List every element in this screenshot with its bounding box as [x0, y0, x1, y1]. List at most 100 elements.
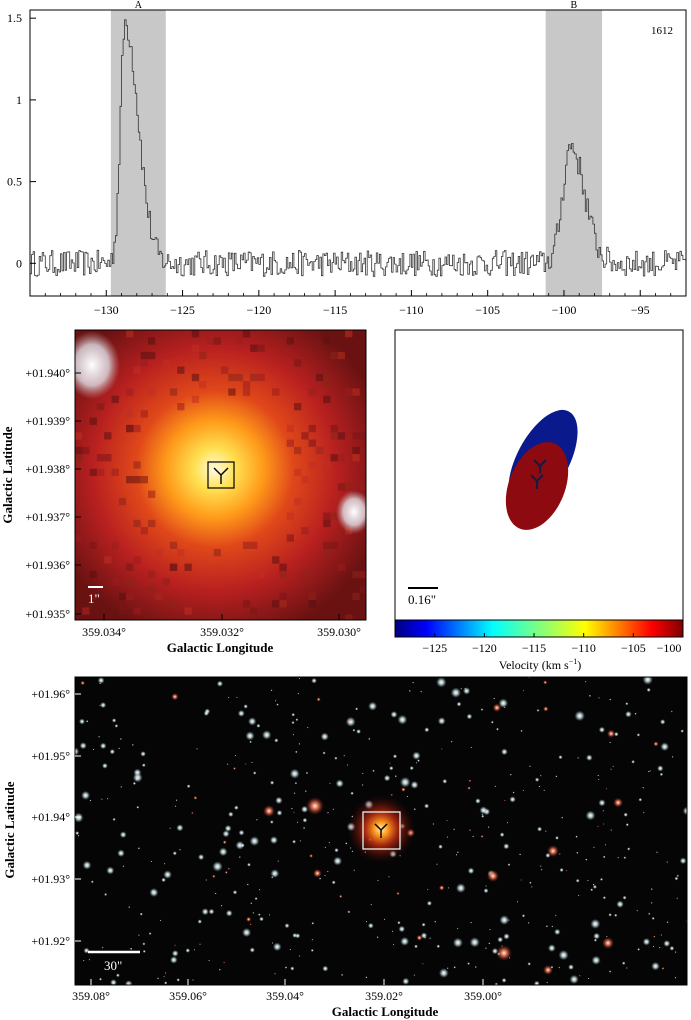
- y-tick-label: +01.96°: [31, 687, 70, 701]
- star: [501, 977, 507, 983]
- star: [118, 747, 120, 750]
- star: [289, 768, 300, 779]
- star: [313, 868, 322, 878]
- star: [609, 698, 612, 701]
- star: [408, 689, 411, 692]
- pixel: [337, 432, 346, 440]
- pixel: [148, 519, 156, 528]
- pixel: [104, 556, 112, 564]
- star: [442, 778, 448, 784]
- star: [343, 754, 346, 757]
- star: [174, 944, 176, 946]
- pixel: [155, 592, 163, 601]
- star: [597, 825, 599, 828]
- pixel: [352, 446, 360, 455]
- star: [509, 773, 512, 776]
- star: [150, 860, 153, 863]
- x-tick-label: −110: [399, 303, 423, 317]
- star: [392, 754, 398, 759]
- star: [398, 925, 406, 933]
- star: [516, 901, 519, 903]
- star: [643, 811, 645, 814]
- pixel: [250, 344, 258, 352]
- star: [294, 782, 298, 785]
- star: [608, 913, 612, 917]
- star: [291, 807, 293, 810]
- pixel: [96, 468, 105, 476]
- star: [149, 888, 159, 897]
- pixel: [359, 570, 366, 579]
- star: [598, 799, 606, 807]
- star: [602, 855, 606, 859]
- star: [270, 689, 273, 692]
- pixel: [337, 454, 346, 462]
- star: [291, 721, 295, 725]
- star: [600, 877, 603, 881]
- star: [163, 975, 165, 978]
- star: [555, 836, 559, 840]
- star: [164, 972, 167, 974]
- pixel: [75, 556, 83, 564]
- star: [355, 707, 359, 711]
- x-tick-label: −95: [631, 303, 650, 317]
- star: [331, 880, 336, 885]
- star: [617, 856, 619, 859]
- star: [319, 877, 322, 880]
- star: [365, 976, 368, 979]
- star: [636, 909, 638, 912]
- star: [324, 874, 326, 877]
- star: [102, 762, 108, 769]
- star: [224, 824, 232, 832]
- pixel: [118, 607, 127, 615]
- star: [234, 805, 239, 810]
- star: [637, 948, 640, 951]
- star: [450, 687, 462, 698]
- star: [159, 919, 162, 922]
- star: [365, 920, 368, 923]
- star: [131, 743, 134, 746]
- star: [399, 776, 411, 788]
- star: [527, 962, 531, 966]
- star: [593, 938, 598, 942]
- star: [450, 740, 453, 743]
- star: [554, 928, 561, 936]
- maser-spot-panel: 0.16" −125 −120 −115 −110 −105 −100 Velocity …: [394, 329, 684, 672]
- star: [245, 731, 255, 741]
- star: [218, 847, 228, 857]
- star: [333, 856, 343, 866]
- star: [109, 749, 116, 755]
- star: [390, 711, 398, 718]
- star: [248, 717, 257, 726]
- pixel: [352, 570, 360, 579]
- star: [362, 772, 364, 775]
- pixel: [323, 395, 331, 403]
- star: [389, 762, 391, 764]
- star: [415, 762, 418, 764]
- star: [467, 786, 471, 790]
- pixel: [89, 468, 97, 476]
- star: [111, 718, 117, 723]
- star: [577, 757, 579, 759]
- star: [137, 847, 140, 850]
- range-label: B: [571, 0, 578, 11]
- star: [555, 914, 557, 917]
- star: [98, 735, 100, 738]
- star: [322, 751, 326, 755]
- zoom-scalebar-label: 1": [88, 591, 100, 606]
- star: [438, 885, 445, 891]
- x-tick-label: 359.00°: [464, 989, 502, 1003]
- x-tick-label: 359.06°: [169, 989, 207, 1003]
- pixel: [184, 607, 192, 615]
- star: [656, 851, 658, 854]
- star: [607, 729, 616, 738]
- star: [274, 973, 276, 975]
- bright-star: [602, 937, 614, 949]
- star: [437, 717, 446, 725]
- pixel: [279, 570, 287, 579]
- pixel: [301, 570, 309, 579]
- pixel: [75, 454, 83, 462]
- star: [258, 913, 261, 916]
- star: [81, 790, 91, 800]
- star: [584, 680, 587, 683]
